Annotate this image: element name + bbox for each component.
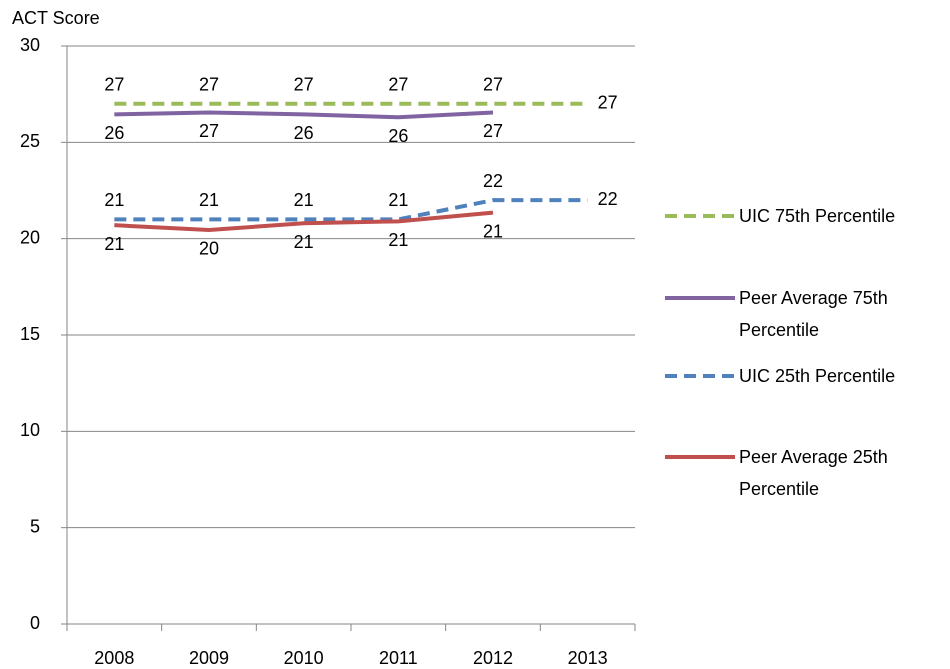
data-label: 26 — [388, 126, 408, 146]
y-tick-label: 20 — [20, 227, 40, 247]
x-tick-label: 2008 — [94, 648, 134, 668]
data-label: 26 — [294, 123, 314, 143]
y-tick-label: 5 — [30, 516, 40, 536]
legend-swatch — [665, 214, 735, 218]
x-tick-label: 2011 — [379, 648, 418, 668]
y-tick-label: 30 — [20, 35, 40, 55]
data-label: 27 — [104, 75, 124, 95]
legend-label: UIC 25th Percentile — [739, 366, 896, 386]
series-line — [114, 198, 588, 222]
data-label: 21 — [388, 190, 408, 210]
legend-item: Peer Average 25th Percentile — [663, 441, 947, 505]
legend-item: Peer Average 75th Percentile — [663, 282, 947, 346]
data-label: 27 — [388, 75, 408, 95]
data-label: 21 — [483, 221, 503, 241]
data-label: 22 — [483, 171, 503, 191]
y-axis-title: ACT Score — [12, 8, 100, 28]
y-tick-label: 10 — [20, 420, 40, 440]
legend-item: UIC 25th Percentile — [663, 360, 947, 392]
data-label: 21 — [104, 234, 124, 254]
data-label: 21 — [294, 190, 314, 210]
data-label: 21 — [104, 190, 124, 210]
x-tick-label: 2009 — [189, 648, 229, 668]
data-label: 27 — [483, 121, 503, 141]
legend-swatch — [665, 455, 735, 459]
data-label: 22 — [598, 189, 618, 209]
y-tick-label: 25 — [20, 131, 40, 151]
data-label: 27 — [199, 75, 219, 95]
data-label: 26 — [104, 123, 124, 143]
legend-swatch — [665, 374, 735, 378]
data-label: 27 — [483, 75, 503, 95]
x-tick-label: 2012 — [473, 648, 513, 668]
data-label: 27 — [294, 75, 314, 95]
legend-swatch — [665, 296, 735, 300]
y-tick-label: 0 — [30, 613, 40, 633]
data-label: 21 — [294, 232, 314, 252]
legend-label: UIC 75th Percentile — [739, 206, 896, 226]
series-line — [114, 210, 494, 233]
y-tick-label: 15 — [20, 324, 40, 344]
data-label: 27 — [199, 121, 219, 141]
legend-label: Peer Average 25th Percentile — [739, 447, 888, 499]
data-label: 21 — [199, 190, 219, 210]
legend-label: Peer Average 75th Percentile — [739, 288, 888, 340]
x-tick-label: 2010 — [284, 648, 324, 668]
data-label: 27 — [598, 93, 618, 113]
legend-item: UIC 75th Percentile — [663, 200, 947, 232]
data-label: 21 — [388, 230, 408, 250]
data-label: 20 — [199, 239, 219, 259]
series-line — [114, 110, 494, 120]
x-tick-label: 2013 — [568, 648, 608, 668]
